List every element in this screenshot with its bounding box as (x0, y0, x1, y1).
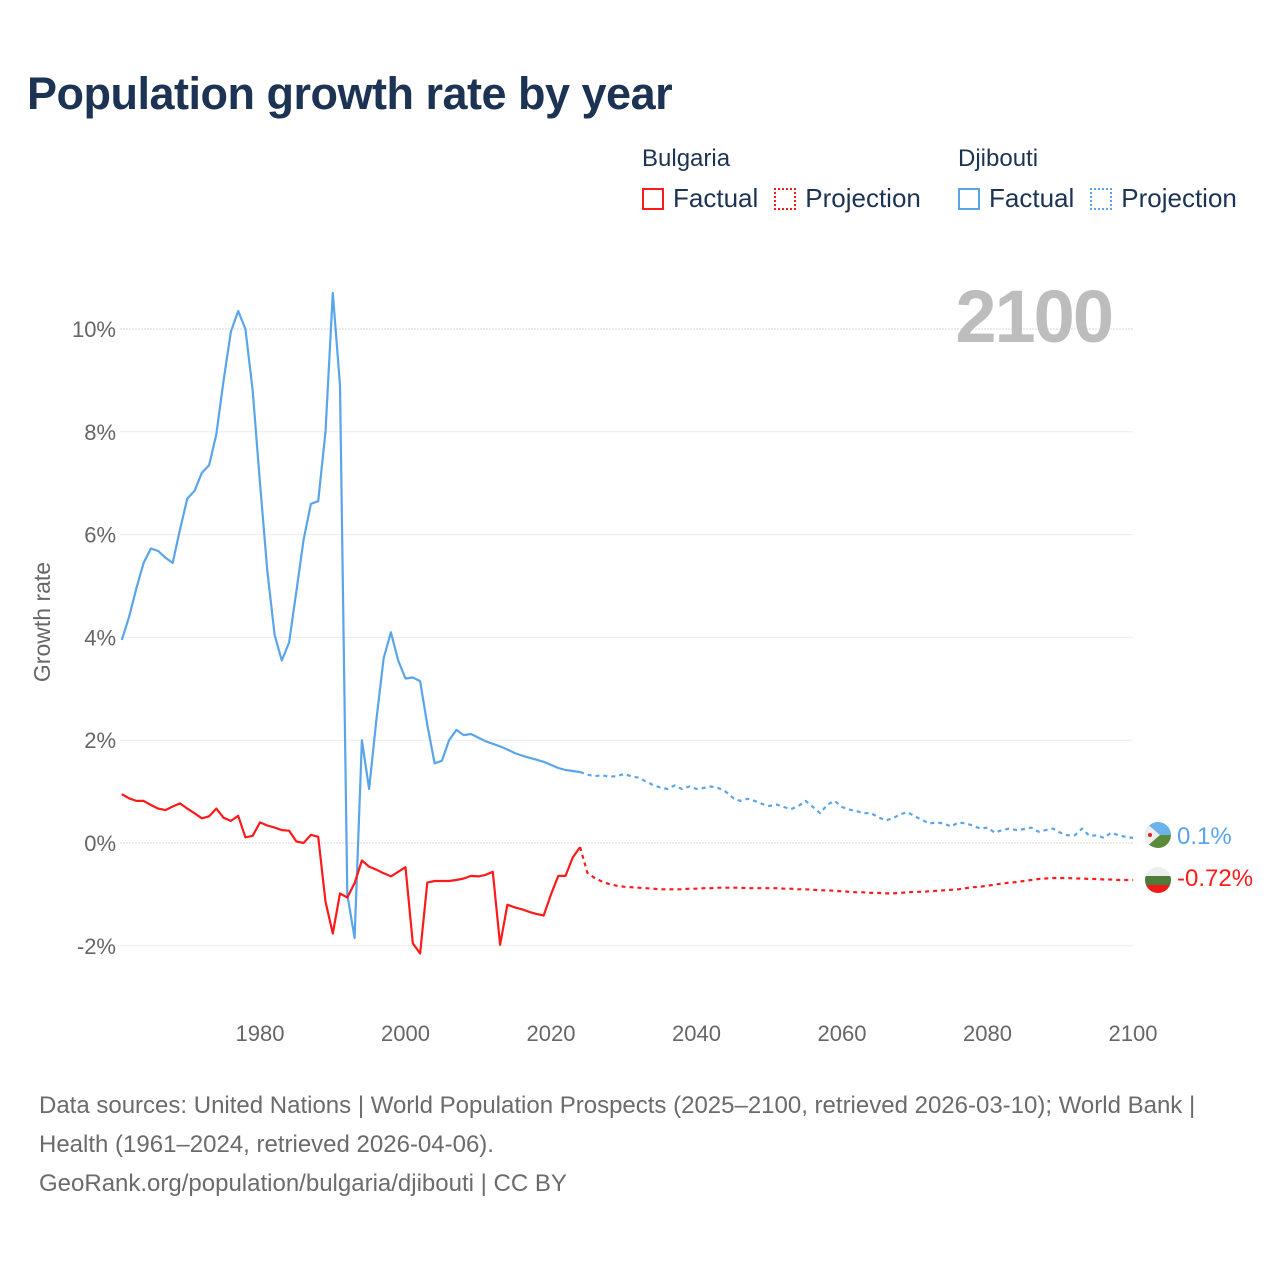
y-tick-label: 8% (84, 420, 116, 445)
y-tick-label: -2% (77, 934, 116, 959)
bulgaria-factual-line (121, 793, 581, 955)
legend-swatch-dotted (774, 187, 797, 210)
legend-item-bulgaria-factual[interactable]: Factual (642, 183, 758, 214)
x-tick-label: 1980 (236, 1021, 285, 1046)
legend-group-djibouti: Djibouti Factual Projection (958, 145, 1253, 214)
djibouti-factual-line (120, 291, 581, 940)
legend-label: Factual (673, 183, 759, 213)
legend-item-djibouti-factual[interactable]: Factual (958, 183, 1074, 214)
bulgaria-flag-icon (1145, 867, 1171, 893)
legend-swatch-solid (958, 187, 980, 210)
y-axis-label: Growth rate (29, 562, 55, 682)
footer: Data sources: United Nations | World Pop… (39, 1086, 1239, 1203)
legend-country-label: Djibouti (958, 145, 1039, 172)
x-tick-label: 2100 (1109, 1021, 1158, 1046)
y-tick-label: 0% (84, 831, 116, 856)
bulgaria-projection-line (579, 846, 1133, 895)
legend-swatch-dotted (1090, 187, 1113, 210)
legend-item-djibouti-projection[interactable]: Projection (1090, 183, 1237, 214)
x-tick-label: 2060 (818, 1021, 867, 1046)
djibouti-projection-line (579, 771, 1134, 840)
legend-label: Projection (1121, 183, 1237, 213)
x-tick-label: 2040 (672, 1021, 721, 1046)
djibouti-end-label: 0.1% (1177, 823, 1232, 850)
legend-item-bulgaria-projection[interactable]: Projection (774, 183, 921, 214)
x-tick-label: 2020 (527, 1021, 576, 1046)
chart-title: Population growth rate by year (27, 68, 673, 119)
source-link[interactable]: GeoRank.org/population/bulgaria/djibouti… (39, 1170, 567, 1197)
y-tick-label: 2% (84, 728, 116, 753)
legend-label: Factual (989, 183, 1075, 213)
bulgaria-end-label: -0.72% (1177, 865, 1253, 892)
legend-label: Projection (805, 183, 921, 213)
y-tick-label: 10% (72, 317, 116, 342)
legend-country-label: Bulgaria (642, 145, 731, 172)
series-lines (120, 291, 1134, 955)
year-label: 2100 (955, 275, 1112, 358)
legend-swatch-solid (642, 187, 664, 210)
y-tick-label: 4% (84, 625, 116, 650)
axis-ticks: -2% 0% 2% 4% 6% 8% 10% 1980 2000 2020 2040 2060 2080… (72, 317, 1158, 1046)
x-tick-label: 2000 (381, 1021, 430, 1046)
x-tick-label: 2080 (963, 1021, 1012, 1046)
data-sources: Data sources: United Nations | World Pop… (39, 1092, 1196, 1158)
legend-group-bulgaria: Bulgaria Factual Projection (642, 145, 937, 214)
djibouti-flag-icon (1145, 822, 1171, 848)
y-tick-label: 6% (84, 523, 116, 548)
grid (120, 328, 1133, 947)
